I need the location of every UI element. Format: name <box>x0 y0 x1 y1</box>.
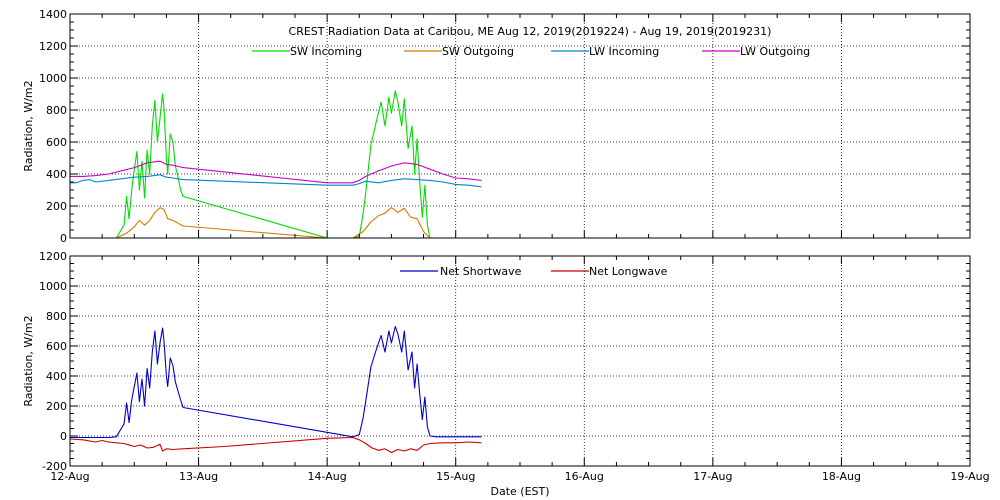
series-line-lw-outgoing <box>70 160 482 184</box>
series-line-net-shortwave <box>70 325 482 439</box>
bottom-legend: Net Shortwave Net Longwave <box>400 265 668 278</box>
legend-label-sw-incoming: SW Incoming <box>290 45 362 58</box>
x-tick-label: 15-Aug <box>436 470 475 483</box>
y-tick-label: 200 <box>46 200 67 213</box>
x-tick-label: 18-Aug <box>822 470 861 483</box>
top-legend: SW Incoming SW Outgoing LW Incoming LW O… <box>252 45 810 58</box>
y-tick-label: 1000 <box>39 280 67 293</box>
y-tick-label: 1200 <box>39 40 67 53</box>
series-line-sw-incoming <box>115 90 431 239</box>
bottom-gridlines <box>70 256 970 466</box>
y-tick-label: 600 <box>46 340 67 353</box>
y-tick-label: 400 <box>46 370 67 383</box>
y-tick-label: 1400 <box>39 8 67 21</box>
top-ticks <box>69 13 971 239</box>
x-tick-label: 14-Aug <box>308 470 347 483</box>
x-tick-label: 16-Aug <box>565 470 604 483</box>
y-tick-label: 600 <box>46 136 67 149</box>
x-tick-label: 12-Aug <box>50 470 89 483</box>
x-tick-label: 17-Aug <box>693 470 732 483</box>
y-tick-label: 800 <box>46 310 67 323</box>
x-axis-label: Date (EST) <box>490 485 549 498</box>
chart-title: CREST Radiation Data at Caribou, ME Aug … <box>289 25 772 38</box>
bottom-series-group <box>69 325 482 454</box>
legend-label-net-shortwave: Net Shortwave <box>440 265 522 278</box>
top-y-tick-labels: 0 200 400 600 800 1000 1200 1400 <box>39 8 67 245</box>
top-gridlines <box>70 14 970 238</box>
legend-label-lw-incoming: LW Incoming <box>589 45 659 58</box>
y-tick-label: 400 <box>46 168 67 181</box>
top-y-axis-label: Radiation, W/m2 <box>22 80 35 171</box>
legend-label-lw-outgoing: LW Outgoing <box>740 45 810 58</box>
bottom-y-axis-label: Radiation, W/m2 <box>22 315 35 406</box>
y-tick-label: -200 <box>42 460 67 473</box>
bottom-ticks <box>69 255 971 467</box>
x-tick-label: 13-Aug <box>179 470 218 483</box>
bottom-panel: -200 0 200 400 600 800 1000 1200 12-Aug 13-Aug 14… <box>22 250 990 498</box>
x-tick-labels: 12-Aug 13-Aug 14-Aug 15-Aug 16-Aug 17-Aug 18-A… <box>50 470 989 483</box>
legend-label-sw-outgoing: SW Outgoing <box>442 45 514 58</box>
y-tick-label: 1200 <box>39 250 67 263</box>
y-tick-label: 0 <box>60 232 67 245</box>
series-line-lw-incoming <box>70 174 482 188</box>
x-tick-label: 19-Aug <box>950 470 989 483</box>
legend-label-net-longwave: Net Longwave <box>589 265 668 278</box>
bottom-y-tick-labels: -200 0 200 400 600 800 1000 1200 <box>39 250 67 473</box>
y-tick-label: 200 <box>46 400 67 413</box>
y-tick-label: 800 <box>46 104 67 117</box>
y-tick-label: 1000 <box>39 72 67 85</box>
top-panel: CREST Radiation Data at Caribou, ME Aug … <box>22 8 971 245</box>
y-tick-label: 0 <box>60 430 67 443</box>
series-line-net-longwave <box>69 436 482 454</box>
